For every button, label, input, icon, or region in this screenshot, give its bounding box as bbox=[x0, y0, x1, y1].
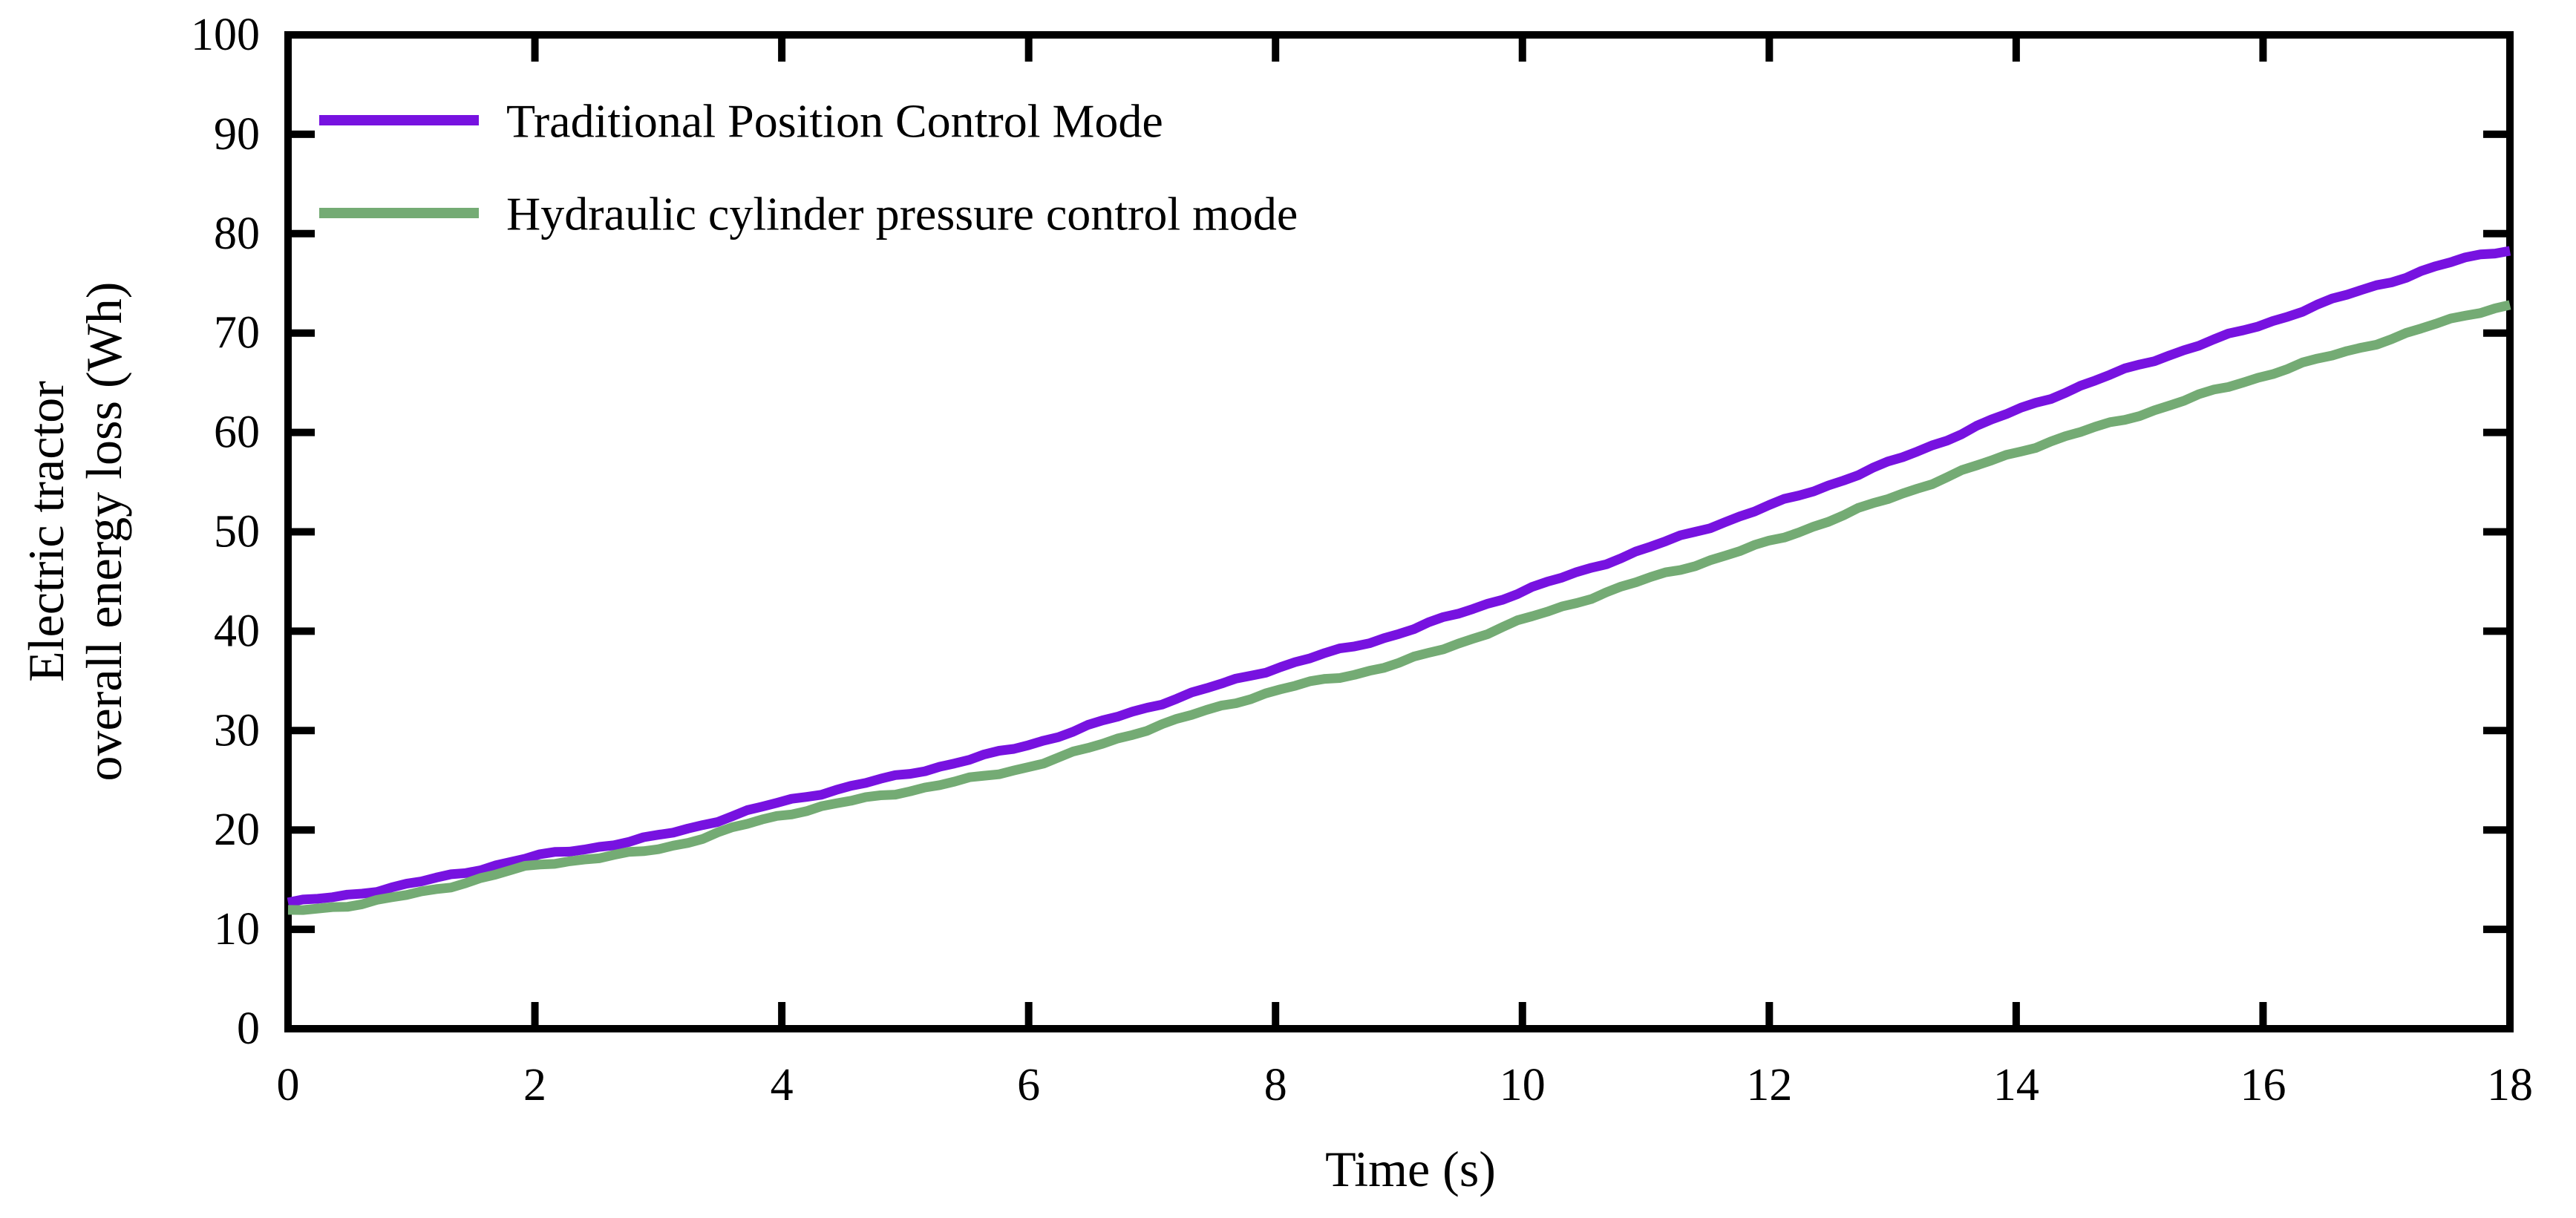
x-tick-label: 18 bbox=[2487, 1060, 2533, 1110]
y-tick-label: 60 bbox=[214, 407, 260, 458]
y-tick-label: 80 bbox=[214, 209, 260, 259]
y-axis-title-line1: Electric tractor bbox=[18, 381, 74, 682]
x-tick-label: 0 bbox=[277, 1060, 300, 1110]
series-lines bbox=[287, 246, 2511, 915]
x-tick-label: 8 bbox=[1264, 1060, 1287, 1110]
y-tick-label: 20 bbox=[214, 805, 260, 855]
y-tick-label: 90 bbox=[214, 109, 260, 160]
series-line-hydraulic bbox=[287, 300, 2511, 915]
x-tick-label: 10 bbox=[1500, 1060, 1546, 1110]
legend-label-traditional: Traditional Position Control Mode bbox=[506, 95, 1163, 148]
y-tick-label: 100 bbox=[191, 10, 260, 60]
x-tick-label: 14 bbox=[1993, 1060, 2039, 1110]
series-line-traditional bbox=[287, 246, 2511, 908]
y-tick-label: 40 bbox=[214, 606, 260, 656]
y-axis-title-line2: overall energy loss (Wh) bbox=[76, 282, 132, 782]
x-axis-title: Time (s) bbox=[1325, 1141, 1496, 1197]
x-tick-label: 2 bbox=[523, 1060, 546, 1110]
x-tick-label: 16 bbox=[2240, 1060, 2286, 1110]
y-tick-label: 70 bbox=[214, 308, 260, 358]
y-tick-label: 30 bbox=[214, 705, 260, 756]
x-tick-label: 6 bbox=[1017, 1060, 1040, 1110]
plot-frame bbox=[284, 31, 2514, 1032]
x-tick-label: 12 bbox=[1746, 1060, 1792, 1110]
x-tick-label: 4 bbox=[771, 1060, 794, 1110]
y-tick-label: 10 bbox=[214, 904, 260, 955]
y-tick-label: 50 bbox=[214, 507, 260, 557]
legend-label-hydraulic: Hydraulic cylinder pressure control mode bbox=[506, 188, 1298, 240]
y-tick-label: 0 bbox=[237, 1003, 260, 1054]
axes: 0 2 4 6 8 10 12 14 16 18 0 10 20 30 40 50 60 70 80 90 100 bbox=[191, 10, 2533, 1110]
legend: Traditional Position Control Mode Hydrau… bbox=[319, 95, 1298, 240]
